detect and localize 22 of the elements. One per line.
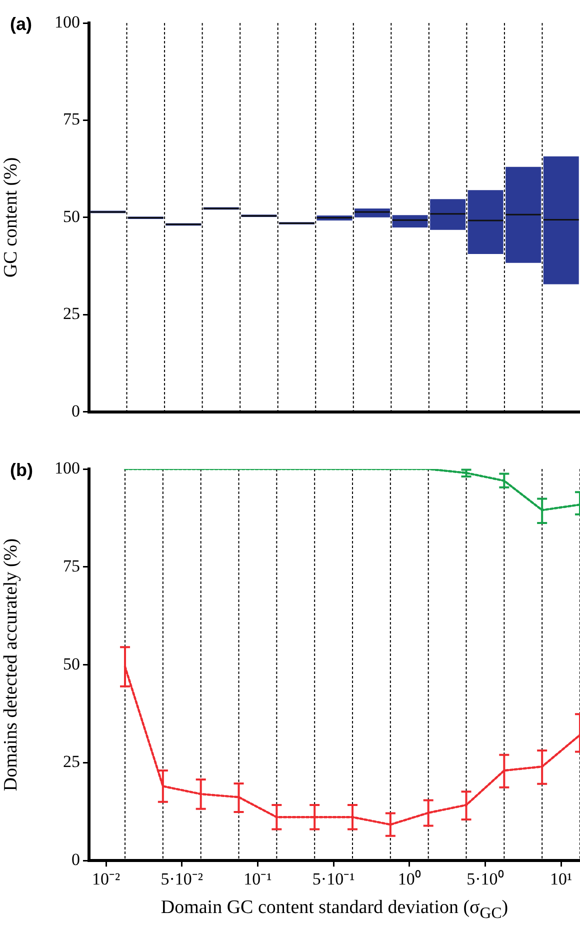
y-tick-label: 25 xyxy=(63,752,80,772)
x-tick-label: 10⁻² xyxy=(92,869,120,888)
chart-title: (b) xyxy=(10,460,33,480)
x-tick-label: 10⁰ xyxy=(398,869,421,888)
y-tick-label: 50 xyxy=(63,654,80,674)
x-axis-title: Domain GC content standard deviation (σ$_{GC}$) xyxy=(160,896,510,924)
x-tick-label: 10⁻¹ xyxy=(244,869,272,888)
x-tick-label: 5·10⁻¹ xyxy=(312,869,355,888)
y-tick-label: 25 xyxy=(63,304,80,324)
y-tick-label: 50 xyxy=(63,206,80,226)
y-tick-label: 100 xyxy=(54,12,80,32)
x-tick-label: 5·10⁻² xyxy=(160,869,204,888)
y-tick-label: 75 xyxy=(63,110,80,129)
x-tick-label: 5·10⁰ xyxy=(466,869,504,888)
y-tick-label: 100 xyxy=(54,458,80,478)
x-tick-label: 10¹ xyxy=(550,869,572,888)
y-axis-title: GC content (%) xyxy=(0,157,22,278)
y-axis-title: Domains detected accurately (%) xyxy=(0,538,22,792)
y-tick-label: 0 xyxy=(72,850,80,870)
y-tick-label: 0 xyxy=(72,401,80,420)
y-tick-label: 75 xyxy=(63,556,80,576)
chart-title: (a) xyxy=(10,14,32,34)
